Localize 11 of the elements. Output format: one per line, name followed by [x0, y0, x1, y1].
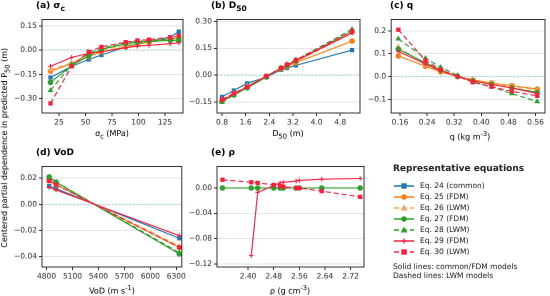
chart-title: (d) VoD: [36, 148, 74, 159]
x-axis-title: D$_{50}$ (m): [271, 129, 305, 142]
x-axis-title: VoD (m s$^{-1}$): [88, 283, 136, 296]
chart-title: (a) σ$_{c}$: [36, 1, 65, 14]
chart-title: (b) D$_{50}$: [211, 1, 247, 14]
chart-title: (c) q: [390, 1, 414, 12]
legend-title: Representative equations: [393, 164, 524, 175]
x-axis-title: σ$_{c}$ (MPa): [94, 129, 130, 142]
x-axis-title: q (kg m$^{-3}$): [448, 129, 492, 143]
chart-title: (e) ρ: [211, 148, 235, 159]
x-axis-title: ρ (g cm$^{-3}$): [268, 283, 312, 296]
